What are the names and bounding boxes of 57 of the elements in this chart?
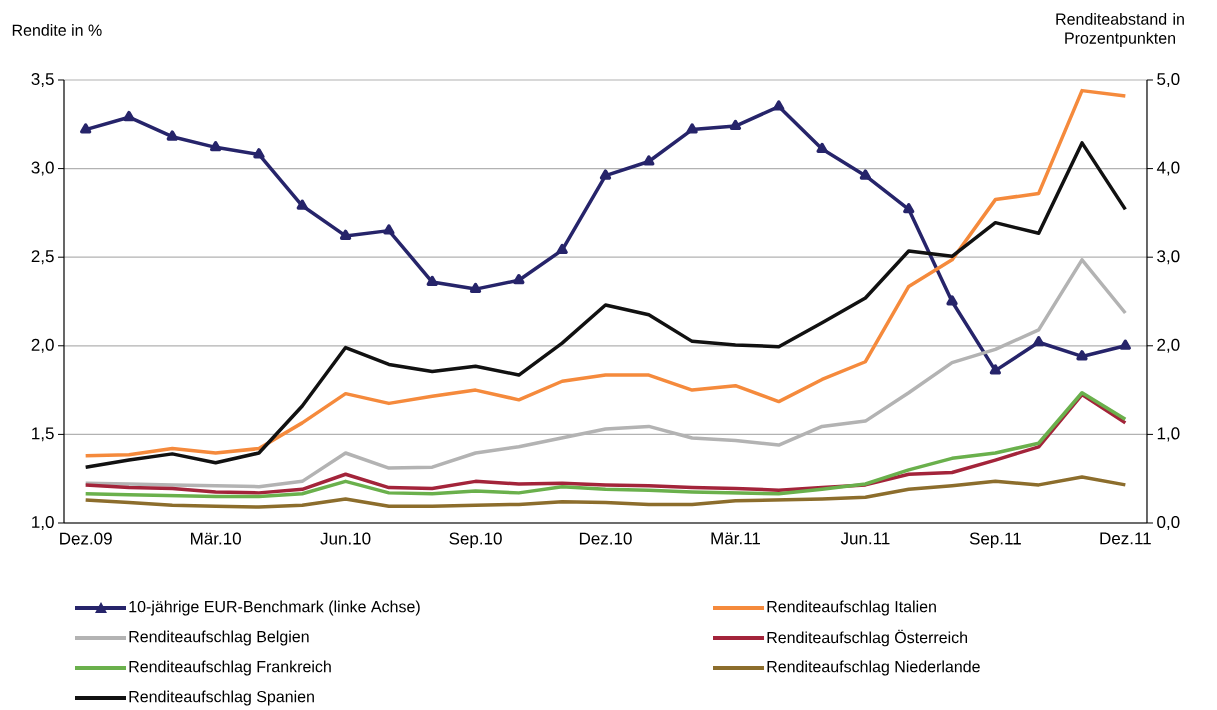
point xyxy=(599,169,612,180)
point xyxy=(903,203,915,214)
y2-tick-label: 0,0 xyxy=(1157,515,1180,531)
legend-label: Renditeaufschlag Österreich xyxy=(767,629,968,647)
point xyxy=(123,110,135,122)
y-axis-title: Rendite in % xyxy=(12,24,102,36)
x-tick-label: Dez.10 xyxy=(579,532,632,545)
x-tick-label: Sep.10 xyxy=(449,532,502,548)
x-tick-label: Dez.11 xyxy=(1100,532,1151,545)
y2-tick-label: 5,0 xyxy=(1157,72,1180,88)
legend-label: Renditeaufschlag Frankreich xyxy=(129,660,331,676)
point xyxy=(989,364,1002,375)
point xyxy=(1033,336,1045,347)
x-tick-label: Mär.10 xyxy=(191,532,241,545)
y-tick-label: 1,0 xyxy=(32,515,54,531)
point xyxy=(1119,339,1131,350)
legend-label: Renditeaufschlag Italien xyxy=(767,600,936,616)
x-tick-label: Jun.10 xyxy=(320,532,371,545)
point xyxy=(643,155,655,166)
point xyxy=(513,273,525,285)
x-tick-label: Mär.11 xyxy=(711,532,760,545)
y-tick-label: 2,5 xyxy=(31,250,54,265)
point xyxy=(946,295,958,306)
legend-label: Renditeaufschlag Belgien xyxy=(129,630,309,646)
point xyxy=(209,141,222,152)
legend-label: 10-jährige EUR-Benchmark (linke Achse) xyxy=(129,600,420,616)
point xyxy=(469,282,482,294)
point xyxy=(80,123,92,134)
point xyxy=(383,224,395,235)
point xyxy=(773,100,785,111)
point xyxy=(426,275,438,286)
y-tick-label: 2,0 xyxy=(31,338,54,353)
y-tick-label: 1,5 xyxy=(32,427,54,442)
point xyxy=(556,243,568,255)
line-series xyxy=(83,141,1128,469)
point xyxy=(859,169,872,180)
y2-tick-label: 1,0 xyxy=(1157,427,1180,442)
y-tick-label: 3,5 xyxy=(31,72,54,88)
point xyxy=(253,148,265,159)
point xyxy=(729,119,742,131)
y2-tick-label: 4,0 xyxy=(1156,161,1180,176)
point xyxy=(816,142,828,154)
x-tick-label: Jun.11 xyxy=(840,532,890,545)
legend-label: Renditeaufschlag Niederlande xyxy=(767,660,980,676)
x-tick-label: Sep.11 xyxy=(969,532,1021,548)
legend-label: Renditeaufschlag Spanien xyxy=(129,690,314,706)
point xyxy=(296,199,308,210)
point xyxy=(166,130,178,141)
y2-tick-label: 3,0 xyxy=(1157,250,1180,265)
y2-tick-label: 2,0 xyxy=(1157,338,1180,353)
point xyxy=(1076,350,1088,361)
x-tick-label: Dez.09 xyxy=(60,532,112,545)
y-tick-label: 3,0 xyxy=(31,161,54,176)
line-series xyxy=(83,88,1128,458)
y2-axis-title: Renditeabstand in Prozentpunkten xyxy=(1056,13,1184,47)
point xyxy=(686,123,698,134)
point xyxy=(339,229,352,240)
